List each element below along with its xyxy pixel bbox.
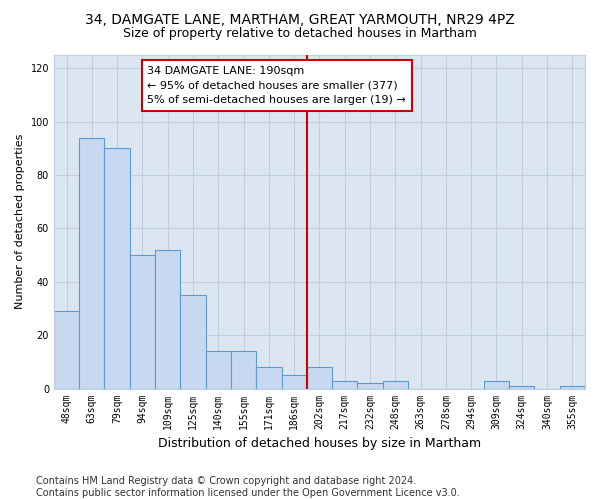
Bar — [358, 383, 383, 388]
Bar — [155, 250, 181, 388]
Bar — [332, 380, 358, 388]
Y-axis label: Number of detached properties: Number of detached properties — [15, 134, 25, 310]
X-axis label: Distribution of detached houses by size in Martham: Distribution of detached houses by size … — [158, 437, 481, 450]
Bar — [484, 380, 509, 388]
Bar — [256, 367, 281, 388]
Bar — [383, 380, 408, 388]
Bar — [79, 138, 104, 388]
Bar — [206, 351, 231, 389]
Bar — [54, 311, 79, 388]
Bar — [181, 295, 206, 388]
Text: 34, DAMGATE LANE, MARTHAM, GREAT YARMOUTH, NR29 4PZ: 34, DAMGATE LANE, MARTHAM, GREAT YARMOUT… — [85, 12, 515, 26]
Text: 34 DAMGATE LANE: 190sqm
← 95% of detached houses are smaller (377)
5% of semi-de: 34 DAMGATE LANE: 190sqm ← 95% of detache… — [148, 66, 406, 106]
Bar — [560, 386, 585, 388]
Bar — [281, 375, 307, 388]
Bar — [104, 148, 130, 388]
Bar — [130, 255, 155, 388]
Bar — [509, 386, 535, 388]
Text: Contains HM Land Registry data © Crown copyright and database right 2024.
Contai: Contains HM Land Registry data © Crown c… — [36, 476, 460, 498]
Bar — [231, 351, 256, 389]
Bar — [307, 367, 332, 388]
Text: Size of property relative to detached houses in Martham: Size of property relative to detached ho… — [123, 28, 477, 40]
